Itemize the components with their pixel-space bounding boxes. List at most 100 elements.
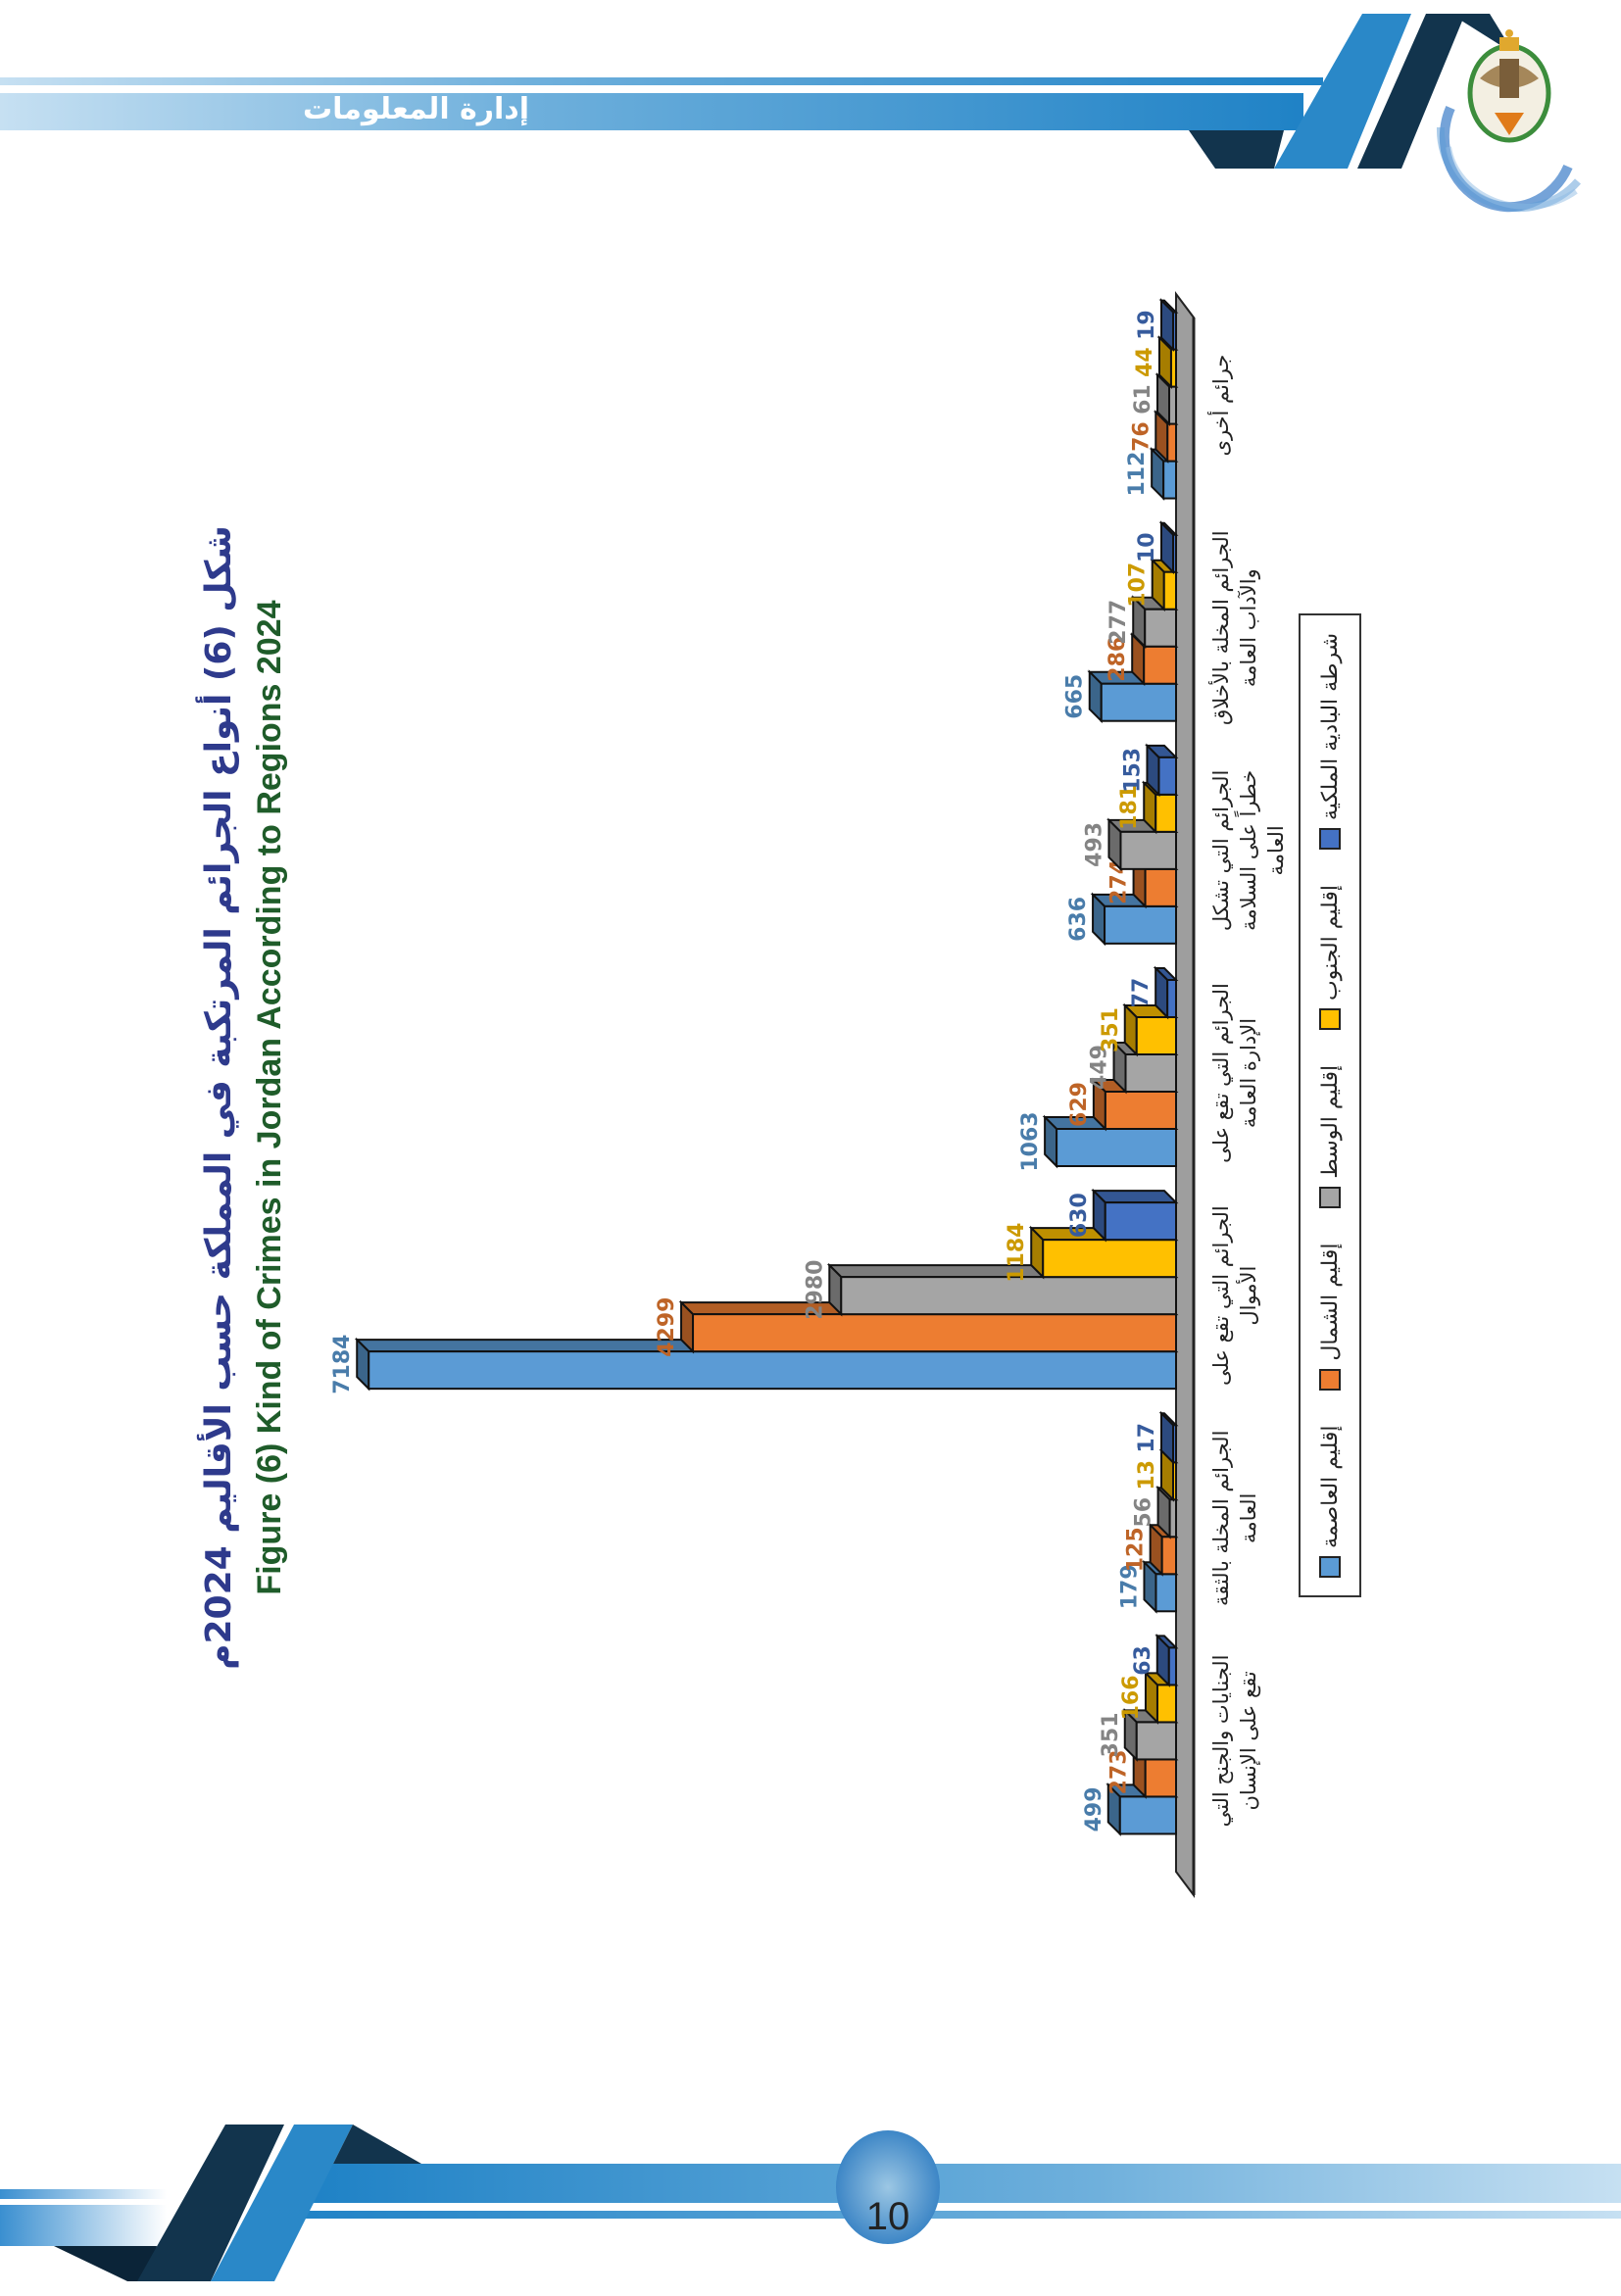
data-label: 351 [1099, 1712, 1123, 1757]
data-label: 273 [1107, 1749, 1132, 1794]
bar-front [1119, 830, 1178, 870]
bar [1091, 1188, 1179, 1243]
data-label: 351 [1099, 1007, 1123, 1052]
data-label: 493 [1082, 822, 1106, 867]
bar-front [1168, 385, 1177, 425]
bar-front [1143, 645, 1177, 685]
data-label: 636 [1066, 897, 1091, 942]
legend-swatch [1319, 1556, 1341, 1579]
legend-label: إقليم الوسط [1317, 1064, 1343, 1179]
legend-item: إقليم الوسط [1318, 1065, 1343, 1208]
legend-label: إقليم الشمال [1317, 1243, 1343, 1361]
data-label: 630 [1067, 1193, 1092, 1238]
data-label: 56 [1132, 1497, 1156, 1528]
footer-graphic [0, 2125, 1621, 2281]
data-label: 61 [1131, 384, 1155, 415]
footer-left-stripe-thin [0, 2189, 167, 2199]
data-label: 107 [1126, 562, 1151, 608]
data-label: 2980 [803, 1260, 827, 1320]
chart-upright: شكل (6) أنواع الجرائم المرتكبة في المملك… [196, 255, 1401, 1940]
data-label: 10 [1135, 532, 1159, 562]
bar-front [1169, 348, 1177, 388]
footer-corner [333, 2125, 421, 2164]
bar-front [1172, 533, 1177, 573]
header-graphic [0, 14, 1581, 213]
data-label: 277 [1106, 600, 1131, 645]
header-wedge [1189, 130, 1284, 169]
bar [1153, 965, 1179, 1020]
legend-label: شرطة البادية الملكية [1317, 632, 1343, 821]
footer-left-stripe-thick [0, 2205, 167, 2246]
bar [1122, 1002, 1179, 1057]
bar-front [1154, 1573, 1178, 1613]
data-label: 112 [1125, 452, 1150, 497]
data-label: 125 [1124, 1527, 1149, 1572]
bar [1158, 1410, 1179, 1465]
bar [1158, 520, 1179, 575]
page-number: 10 [865, 2195, 910, 2238]
legend-item: إقليم الجنوب [1318, 885, 1343, 1030]
bar-front [1135, 1721, 1178, 1761]
bar-front [1104, 904, 1178, 945]
bar [1145, 743, 1179, 798]
bar-front [1162, 460, 1178, 500]
data-label: 19 [1135, 310, 1159, 340]
legend-swatch [1319, 1007, 1341, 1030]
bar-front [1154, 793, 1178, 833]
data-label: 179 [1117, 1564, 1142, 1609]
header-slash-blue [1274, 14, 1411, 169]
legend-swatch [1319, 828, 1341, 851]
bar [1106, 817, 1179, 872]
category-label: الجرائم المخلة بالأخلاق والآداب العامة [1209, 530, 1260, 725]
bar-front [692, 1313, 1177, 1353]
bar-front [1118, 1795, 1177, 1835]
bar-front [368, 1350, 1177, 1391]
bar-front [1166, 979, 1177, 1018]
bar-front [1144, 867, 1178, 907]
bar-front [1160, 1536, 1178, 1576]
footer-stripe-thin [294, 2211, 1621, 2219]
bar-front [1104, 1201, 1178, 1242]
data-label: 499 [1082, 1786, 1106, 1832]
data-label: 1184 [1005, 1223, 1029, 1283]
chart-legend: إقليم العاصمة إقليم الشمال إقليم الوسط إقلي… [1299, 613, 1361, 1597]
bar-front [1172, 1461, 1177, 1501]
bar-front [1172, 1424, 1177, 1464]
data-label: 44 [1133, 347, 1157, 377]
data-label: 665 [1063, 674, 1088, 719]
category-label: الجرائم التي تقع على الإدارة العامة [1209, 983, 1260, 1163]
data-label: 7184 [330, 1335, 355, 1394]
legend-item: إقليم الشمال [1318, 1244, 1343, 1391]
category-label: الجرائم المخلة بالثقة العامة [1209, 1430, 1260, 1606]
legend-label: إقليم العاصمة [1317, 1425, 1343, 1549]
legend-item: إقليم العاصمة [1318, 1426, 1343, 1579]
data-label: 4299 [655, 1297, 679, 1357]
chart-floor [1175, 291, 1195, 1898]
page-footer: 10 [0, 2107, 1621, 2292]
bar-front [1144, 608, 1177, 648]
category-label: جرائم أخرى [1209, 354, 1233, 457]
footer-wedge [54, 2246, 157, 2281]
footer-stripe-thick [314, 2164, 1621, 2203]
bar-front [1042, 1239, 1178, 1279]
bar-chart: 4992733511666317912556131771844299298011… [330, 291, 1196, 1898]
data-label: 153 [1120, 748, 1145, 793]
footer-slash-blue [211, 2125, 353, 2281]
data-label: 77 [1129, 978, 1154, 1008]
bar-front [1056, 1128, 1177, 1167]
data-label: 63 [1131, 1645, 1155, 1676]
header-stripe-thin [0, 77, 1323, 85]
category-label: الجرائم التي تشكل خطراً على السلامة العا… [1209, 769, 1288, 932]
bar-front [1166, 422, 1178, 463]
category-label: الجنايات والجنح التي تقع على الإنسان [1209, 1654, 1260, 1828]
legend-label: إقليم الجنوب [1317, 885, 1343, 1001]
data-label: 286 [1105, 637, 1130, 682]
header-slash-navy [1357, 14, 1465, 169]
department-name: إدارة المعلومات الجنائية [302, 92, 529, 170]
bar [1090, 892, 1179, 947]
legend-item: شرطة البادية الملكية [1317, 632, 1343, 851]
footer-slash-navy [137, 2125, 284, 2281]
bar-front [1162, 570, 1177, 611]
public-security-emblem [1436, 29, 1581, 213]
bar [1154, 1634, 1179, 1687]
